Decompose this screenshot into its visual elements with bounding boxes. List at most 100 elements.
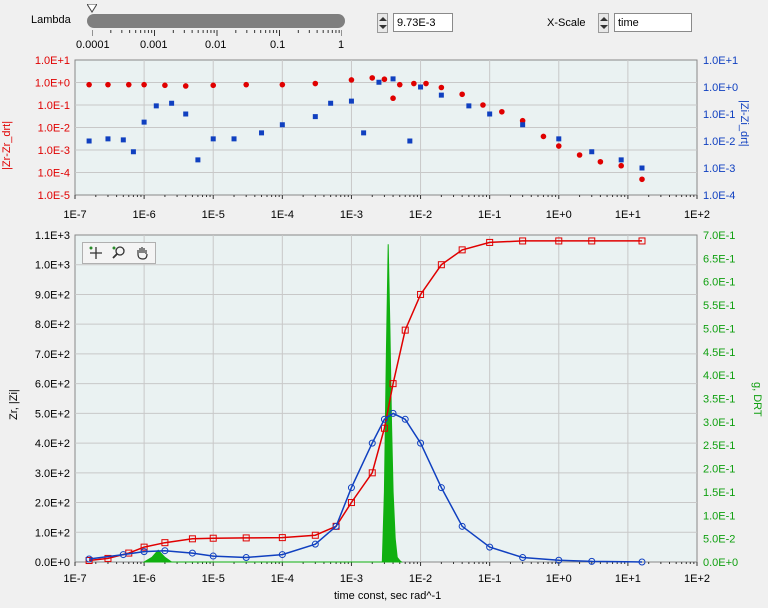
lambda-slider-thumb[interactable] <box>86 3 98 14</box>
right-tick-label: 6.0E-1 <box>703 277 735 289</box>
lambda-slider-track <box>87 14 345 28</box>
x-tick-label: 1E+2 <box>684 209 710 221</box>
zi-residual-point <box>639 165 645 171</box>
graph-palette <box>82 242 156 264</box>
zr-point <box>555 237 563 245</box>
lambda-tick-label: 0.1 <box>270 39 286 51</box>
right-tick-label: 1.0E-2 <box>703 136 735 148</box>
right-tick-label: 4.0E-1 <box>703 370 735 382</box>
zr-residual-point <box>396 81 403 88</box>
zi-residual-point <box>376 79 382 85</box>
zi-residual-point <box>328 100 334 106</box>
x-tick-label: 1E-6 <box>132 209 155 221</box>
decrement-icon[interactable] <box>379 25 387 29</box>
zi-residual-point <box>312 114 318 120</box>
zr-point <box>368 469 376 477</box>
left-tick-label: 6.0E+2 <box>35 379 70 391</box>
pan-icon[interactable] <box>133 245 151 261</box>
x-tick-label: 1E+1 <box>615 209 641 221</box>
x-tick-label: 1E+2 <box>684 573 710 585</box>
zr-point <box>588 237 596 245</box>
zr-point <box>401 326 409 334</box>
x-tick-label: 1E-1 <box>478 573 501 585</box>
lambda-value-field[interactable]: 9.73E-3 <box>393 13 453 32</box>
zr-point <box>311 531 319 539</box>
right-tick-label: 1.0E+0 <box>703 82 738 94</box>
lambda-tick-label: 0.01 <box>205 39 227 51</box>
zi-residual-point <box>105 136 111 142</box>
zr-point <box>486 238 494 246</box>
lambda-spinner[interactable] <box>377 13 388 33</box>
zr-residual-point <box>141 81 147 88</box>
zi-point <box>389 409 397 417</box>
lambda-tick-label: 1 <box>338 39 345 51</box>
zi-point <box>188 549 196 557</box>
zi-point <box>555 556 563 564</box>
left-tick-label: 1.0E-4 <box>38 168 70 180</box>
x-tick-label: 1E-4 <box>271 209 294 221</box>
zr-residual-point <box>210 82 217 89</box>
xscale-spinner[interactable] <box>598 13 609 33</box>
zr-residual-point <box>423 80 429 87</box>
zr-point <box>188 535 196 543</box>
right-tick-label: 2.5E-1 <box>703 440 735 452</box>
zi-line <box>89 412 643 563</box>
zi-point <box>638 558 646 566</box>
zi-residual-point <box>390 76 396 82</box>
top-left-axis-label: |Zr-Zr_drt| <box>1 120 13 170</box>
left-tick-label: 1.0E-1 <box>38 100 70 112</box>
left-tick-label: 1.0E-5 <box>38 190 70 202</box>
zi-residual-point <box>183 111 189 117</box>
zi-point <box>85 555 93 563</box>
impedance-drt-chart[interactable]: 1E-7 1E-6 1E-5 1E-4 1E-3 1E-2 1E-1 1E+0 1E+1 1E+2… <box>0 225 768 608</box>
decrement-icon[interactable] <box>600 25 608 29</box>
zi-point <box>278 551 286 559</box>
xscale-select[interactable]: time <box>614 13 692 32</box>
right-tick-label: 5.0E-1 <box>703 323 735 335</box>
zr-residual-point <box>86 81 92 88</box>
zi-residual-point <box>169 100 175 106</box>
left-tick-label: 3.0E+2 <box>35 468 70 480</box>
increment-icon[interactable] <box>600 17 608 21</box>
zi-residual-point <box>259 130 265 136</box>
lambda-tick-label: 0.001 <box>140 39 168 51</box>
drt-area <box>142 244 403 563</box>
zi-residual-point <box>407 138 413 144</box>
x-tick-label: 1E+0 <box>546 209 572 221</box>
zr-point <box>638 237 646 245</box>
zi-point <box>368 439 376 447</box>
bottom-left-axis-label: Zr, |Zi| <box>8 389 20 420</box>
left-tick-label: 1.0E-2 <box>38 123 70 135</box>
zoom-icon[interactable] <box>110 245 128 261</box>
x-tick-label: 1E-2 <box>409 209 432 221</box>
x-tick-label: 1E-1 <box>478 209 501 221</box>
zr-point <box>417 290 425 298</box>
right-tick-label: 4.5E-1 <box>703 347 735 359</box>
zr-point <box>161 539 169 547</box>
zr-residual-point <box>438 84 445 91</box>
zr-residual-point <box>312 80 319 87</box>
zr-residual-point <box>348 77 355 83</box>
increment-icon[interactable] <box>379 17 387 21</box>
zi-residual-point <box>466 103 472 109</box>
left-tick-label: 0.0E+0 <box>35 557 70 569</box>
right-tick-label: 3.5E-1 <box>703 394 735 406</box>
xscale-label: X-Scale <box>547 17 586 29</box>
zr-point <box>389 380 397 388</box>
zi-residual-point <box>438 92 444 98</box>
zr-residual-point <box>125 81 132 88</box>
zi-point <box>458 522 466 530</box>
zr-point <box>209 534 217 542</box>
zi-point <box>332 522 340 530</box>
x-tick-label: 1E+1 <box>615 573 641 585</box>
zr-residual-point <box>639 176 645 183</box>
zr-residual-point <box>381 76 388 83</box>
x-tick-label: 1E-7 <box>63 573 86 585</box>
zr-point <box>104 554 112 562</box>
zi-residual-point <box>487 111 493 117</box>
residuals-chart[interactable]: 1E-7 1E-6 1E-5 1E-4 1E-3 1E-2 1E-1 1E+0 1E+1 1E+2… <box>0 50 768 222</box>
cursor-icon[interactable] <box>87 245 105 261</box>
right-tick-label: 1.0E-1 <box>703 109 735 121</box>
zi-point <box>486 543 494 551</box>
lambda-slider[interactable] <box>86 3 345 28</box>
